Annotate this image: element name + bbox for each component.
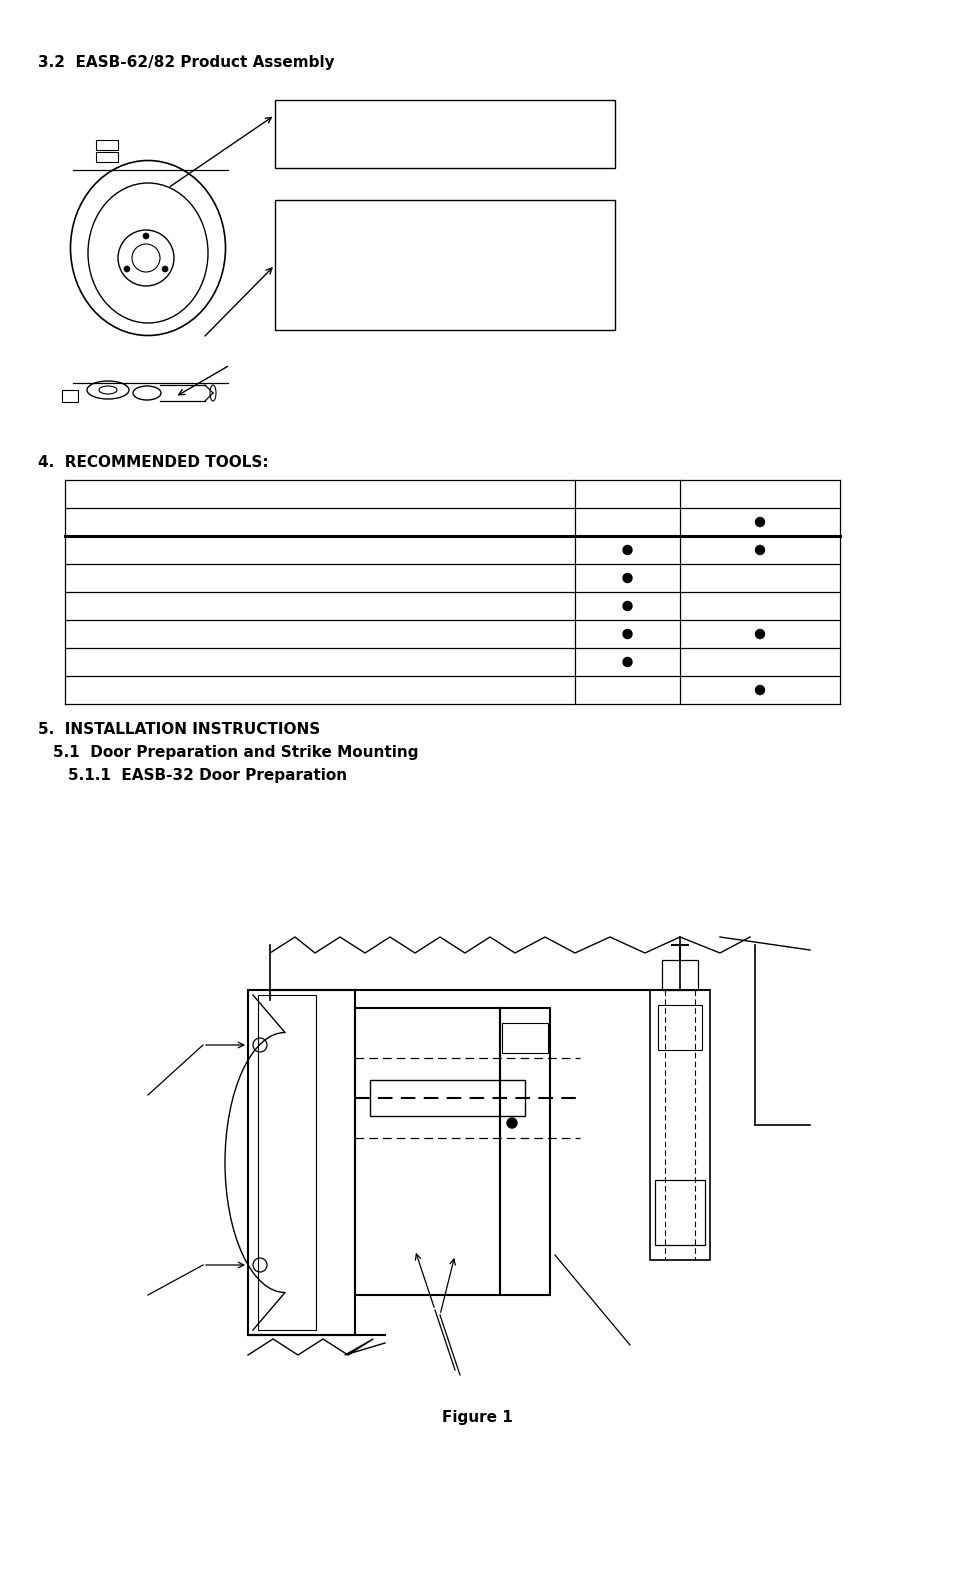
Bar [96,152,118,162]
Circle shape [622,657,631,667]
Circle shape [124,266,130,272]
Bar [62,390,78,402]
Circle shape [622,574,631,583]
Circle shape [622,629,631,638]
Bar [96,140,118,149]
Text: Figure 1: Figure 1 [441,1410,512,1424]
Bar [370,1080,524,1116]
Bar [274,101,615,168]
Circle shape [755,685,763,695]
Bar [248,990,355,1335]
Circle shape [622,602,631,610]
Bar [355,1008,499,1295]
Text: 3.2  EASB-62/82 Product Assembly: 3.2 EASB-62/82 Product Assembly [38,55,335,71]
Text: 4.  RECOMMENDED TOOLS:: 4. RECOMMENDED TOOLS: [38,454,269,470]
Bar [501,1023,547,1053]
Circle shape [755,545,763,555]
Bar [658,1005,701,1050]
Bar [499,1008,550,1295]
Circle shape [755,517,763,527]
Bar [274,200,615,330]
Circle shape [755,629,763,638]
Text: 5.  INSTALLATION INSTRUCTIONS: 5. INSTALLATION INSTRUCTIONS [38,722,320,737]
Circle shape [143,233,149,239]
Circle shape [506,1118,517,1129]
Bar [649,990,709,1261]
Text: 5.1.1  EASB-32 Door Preparation: 5.1.1 EASB-32 Door Preparation [68,769,347,783]
Bar [661,960,698,990]
Circle shape [162,266,168,272]
Bar [655,1181,704,1245]
Bar [257,995,315,1330]
Text: 5.1  Door Preparation and Strike Mounting: 5.1 Door Preparation and Strike Mounting [53,745,418,759]
Circle shape [622,545,631,555]
